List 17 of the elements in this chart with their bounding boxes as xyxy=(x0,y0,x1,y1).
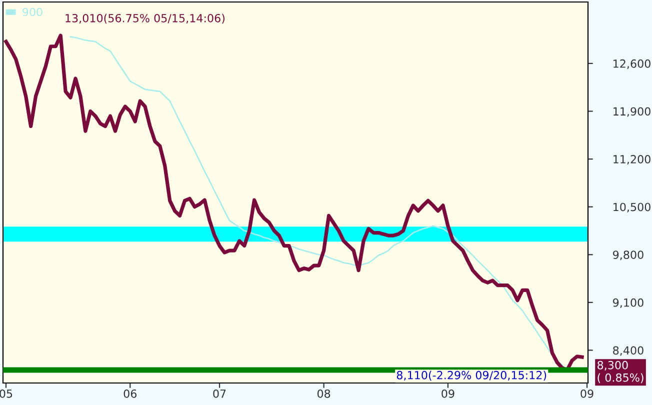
x-tick-label: 06 xyxy=(124,389,136,398)
y-tick-label: 11,900 xyxy=(614,107,650,117)
x-tick-label: 09 xyxy=(442,389,454,398)
x-tick-label: 08 xyxy=(317,389,330,398)
x-tick-label: 05 xyxy=(0,389,12,398)
annotation: 8,110(-2.29% 09/20,15:12) xyxy=(396,370,546,381)
y-tick-label: 11,200 xyxy=(614,155,650,165)
x-tick-label: 09 xyxy=(580,389,594,398)
y-tick-label: 9,100 xyxy=(613,298,644,308)
y-tick-label: 12,600 xyxy=(614,59,650,69)
y-tick-label: 8,400 xyxy=(613,346,644,356)
annotation: 13,010(56.75% 05/15,14:06) xyxy=(66,14,224,24)
legend-label: 900 xyxy=(22,8,42,16)
x-tick-label: 07 xyxy=(213,389,226,398)
text: 8,300 ( 0.85%) xyxy=(598,360,644,384)
y-tick-label: 10,500 xyxy=(614,202,650,212)
y-tick-label: 9,800 xyxy=(613,250,644,260)
